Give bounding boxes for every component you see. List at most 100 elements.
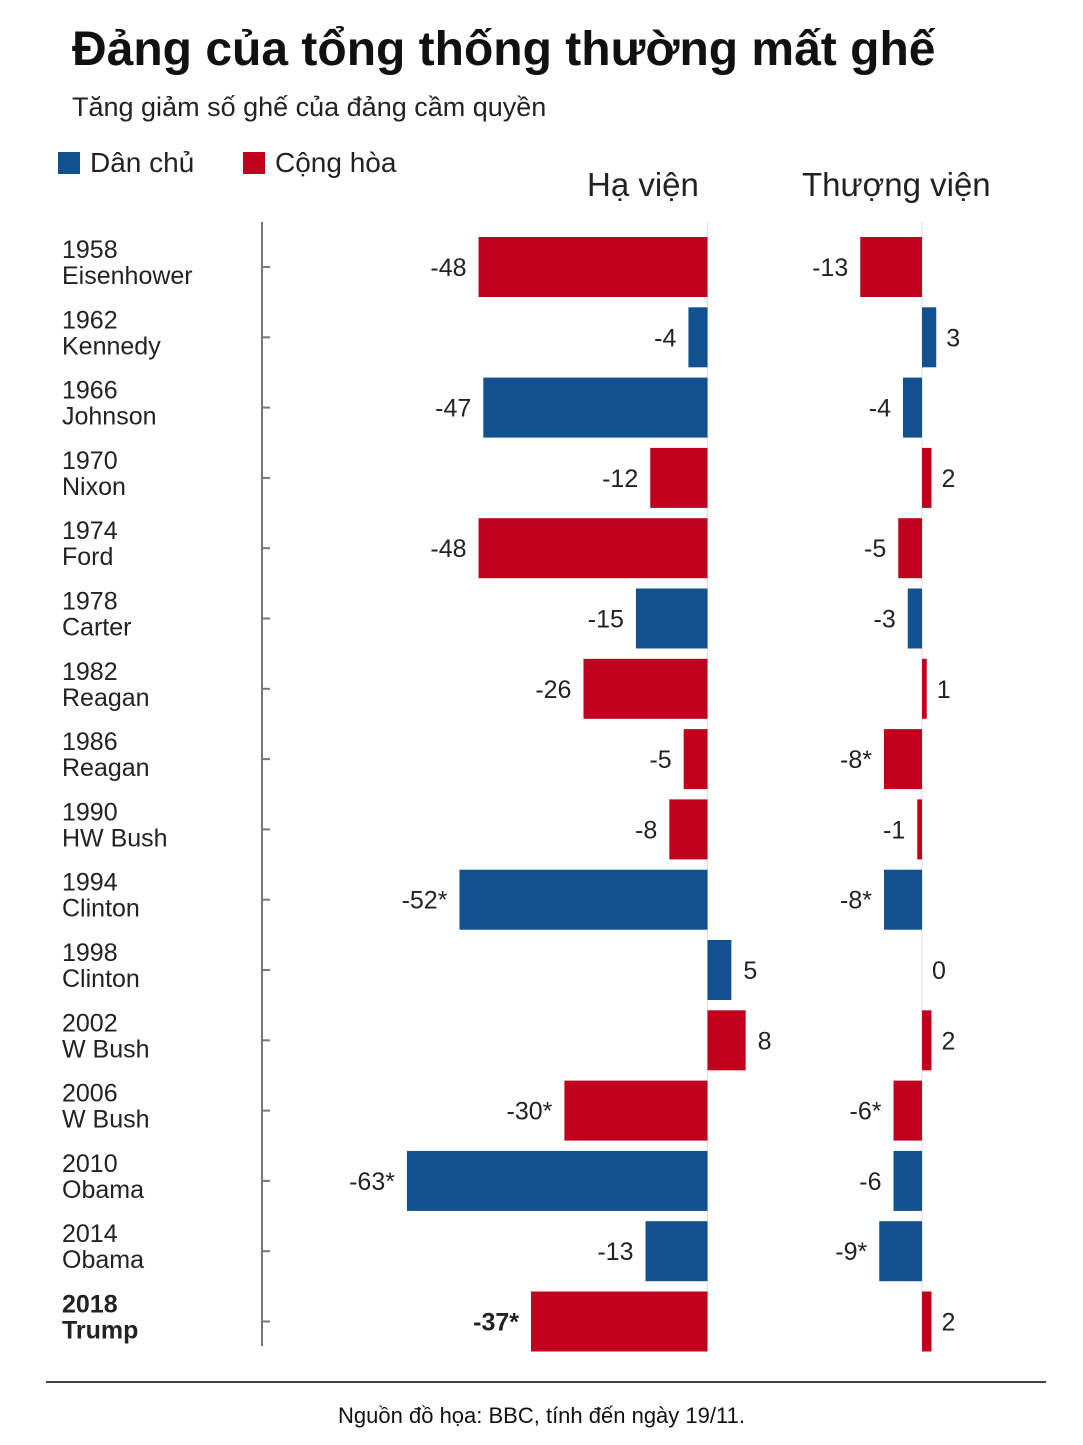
chart-subtitle: Tăng giảm số ghế của đảng cầm quyền bbox=[72, 92, 547, 122]
category-year-label: 2014 bbox=[62, 1220, 118, 1248]
category-president-label: Eisenhower bbox=[62, 262, 193, 290]
house-value-label: -63* bbox=[349, 1168, 395, 1196]
senate-value-label: -9* bbox=[835, 1238, 867, 1266]
category-president-label: Carter bbox=[62, 614, 131, 642]
category-president-label: Trump bbox=[62, 1317, 138, 1345]
senate-bar bbox=[893, 1150, 922, 1211]
senate-value-label: -3 bbox=[874, 606, 896, 634]
legend-item-democrat: Dân chủ bbox=[58, 147, 194, 179]
house-value-label: -4 bbox=[654, 324, 676, 352]
house-bar bbox=[683, 729, 708, 790]
senate-value-label: 1 bbox=[937, 676, 951, 704]
category-president-label: Reagan bbox=[62, 754, 150, 782]
legend-swatch-democrat bbox=[58, 152, 80, 174]
senate-value-label: 0 bbox=[932, 957, 946, 985]
category-year-label: 1978 bbox=[62, 588, 118, 616]
senate-bar bbox=[917, 799, 922, 860]
house-value-label: -37* bbox=[473, 1309, 519, 1337]
house-bar bbox=[406, 1150, 708, 1211]
category-year-label: 1982 bbox=[62, 658, 118, 686]
house-value-label: 5 bbox=[743, 957, 757, 985]
senate-bar bbox=[860, 237, 922, 297]
category-year-label: 1958 bbox=[62, 236, 118, 264]
senate-value-label: -5 bbox=[864, 535, 886, 563]
category-year-label: 1970 bbox=[62, 447, 118, 475]
senate-value-label: -13 bbox=[812, 254, 848, 282]
legend-label-republican: Cộng hòa bbox=[275, 147, 397, 178]
house-bar bbox=[669, 799, 708, 860]
house-bar bbox=[483, 377, 708, 438]
senate-value-label: -6* bbox=[850, 1098, 882, 1126]
house-value-label: -15 bbox=[588, 606, 624, 634]
senate-bar bbox=[907, 588, 922, 649]
category-president-label: W Bush bbox=[62, 1106, 150, 1134]
category-year-label: 1990 bbox=[62, 798, 118, 826]
house-bar bbox=[564, 1080, 708, 1141]
source-note: Nguồn đồ họa: BBC, tính đến ngày 19/11. bbox=[338, 1403, 745, 1428]
house-value-label: -30* bbox=[507, 1098, 553, 1126]
category-president-label: Reagan bbox=[62, 684, 150, 712]
house-value-label: -5 bbox=[649, 746, 671, 774]
senate-bar bbox=[884, 729, 922, 790]
house-value-label: -47 bbox=[435, 395, 471, 423]
senate-value-label: 2 bbox=[942, 465, 956, 493]
senate-bar bbox=[922, 447, 932, 508]
category-president-label: Kennedy bbox=[62, 332, 161, 360]
house-bar bbox=[478, 518, 708, 579]
category-year-label: 1994 bbox=[62, 869, 118, 897]
senate-bar bbox=[922, 1010, 932, 1071]
category-president-label: Ford bbox=[62, 543, 113, 571]
house-value-label: -48 bbox=[430, 535, 466, 563]
senate-value-label: -1 bbox=[883, 816, 905, 844]
house-value-label: -12 bbox=[602, 465, 638, 493]
panel-title-senate: Thượng viện bbox=[802, 166, 991, 203]
category-year-label: 2010 bbox=[62, 1150, 118, 1178]
senate-value-label: 3 bbox=[946, 324, 960, 352]
house-bar bbox=[645, 1221, 708, 1282]
house-value-label: 8 bbox=[758, 1027, 772, 1055]
category-year-label: 2018 bbox=[62, 1291, 118, 1319]
chart-title: Đảng của tổng thống thường mất ghế bbox=[72, 23, 936, 76]
senate-bar bbox=[922, 1291, 932, 1352]
category-president-label: Clinton bbox=[62, 965, 140, 993]
category-year-label: 1998 bbox=[62, 939, 118, 967]
house-bar bbox=[688, 307, 708, 368]
category-year-label: 1974 bbox=[62, 517, 118, 545]
category-president-label: Clinton bbox=[62, 895, 140, 923]
category-president-label: Nixon bbox=[62, 473, 126, 501]
category-president-label: W Bush bbox=[62, 1035, 150, 1063]
category-president-label: Obama bbox=[62, 1176, 144, 1204]
house-bar bbox=[707, 1010, 746, 1071]
house-bar bbox=[707, 940, 732, 1000]
category-year-label: 2006 bbox=[62, 1080, 118, 1108]
house-bar bbox=[583, 658, 708, 719]
category-year-label: 1962 bbox=[62, 306, 118, 334]
panel-title-house: Hạ viện bbox=[587, 166, 699, 203]
senate-value-label: -6 bbox=[859, 1168, 881, 1196]
house-value-label: -52* bbox=[402, 887, 448, 915]
senate-value-label: -8* bbox=[840, 746, 872, 774]
category-year-label: 1966 bbox=[62, 377, 118, 405]
category-president-label: Obama bbox=[62, 1246, 144, 1274]
house-value-label: -48 bbox=[430, 254, 466, 282]
senate-bar bbox=[884, 869, 922, 930]
category-year-label: 1986 bbox=[62, 728, 118, 756]
legend-swatch-republican bbox=[243, 152, 265, 174]
house-bar bbox=[459, 869, 708, 930]
category-president-label: HW Bush bbox=[62, 824, 168, 852]
house-value-label: -26 bbox=[535, 676, 571, 704]
senate-value-label: 2 bbox=[942, 1309, 956, 1337]
category-year-label: 2002 bbox=[62, 1009, 118, 1037]
legend-item-republican: Cộng hòa bbox=[243, 147, 396, 179]
senate-value-label: -4 bbox=[869, 395, 891, 423]
house-bar bbox=[478, 237, 708, 297]
legend-label-democrat: Dân chủ bbox=[90, 147, 195, 178]
senate-bar bbox=[903, 377, 922, 438]
house-bar bbox=[531, 1291, 708, 1352]
house-value-label: -13 bbox=[597, 1238, 633, 1266]
house-bar bbox=[635, 588, 708, 649]
category-president-label: Johnson bbox=[62, 403, 157, 431]
senate-bar bbox=[898, 518, 922, 579]
footer-divider bbox=[46, 1381, 1046, 1383]
